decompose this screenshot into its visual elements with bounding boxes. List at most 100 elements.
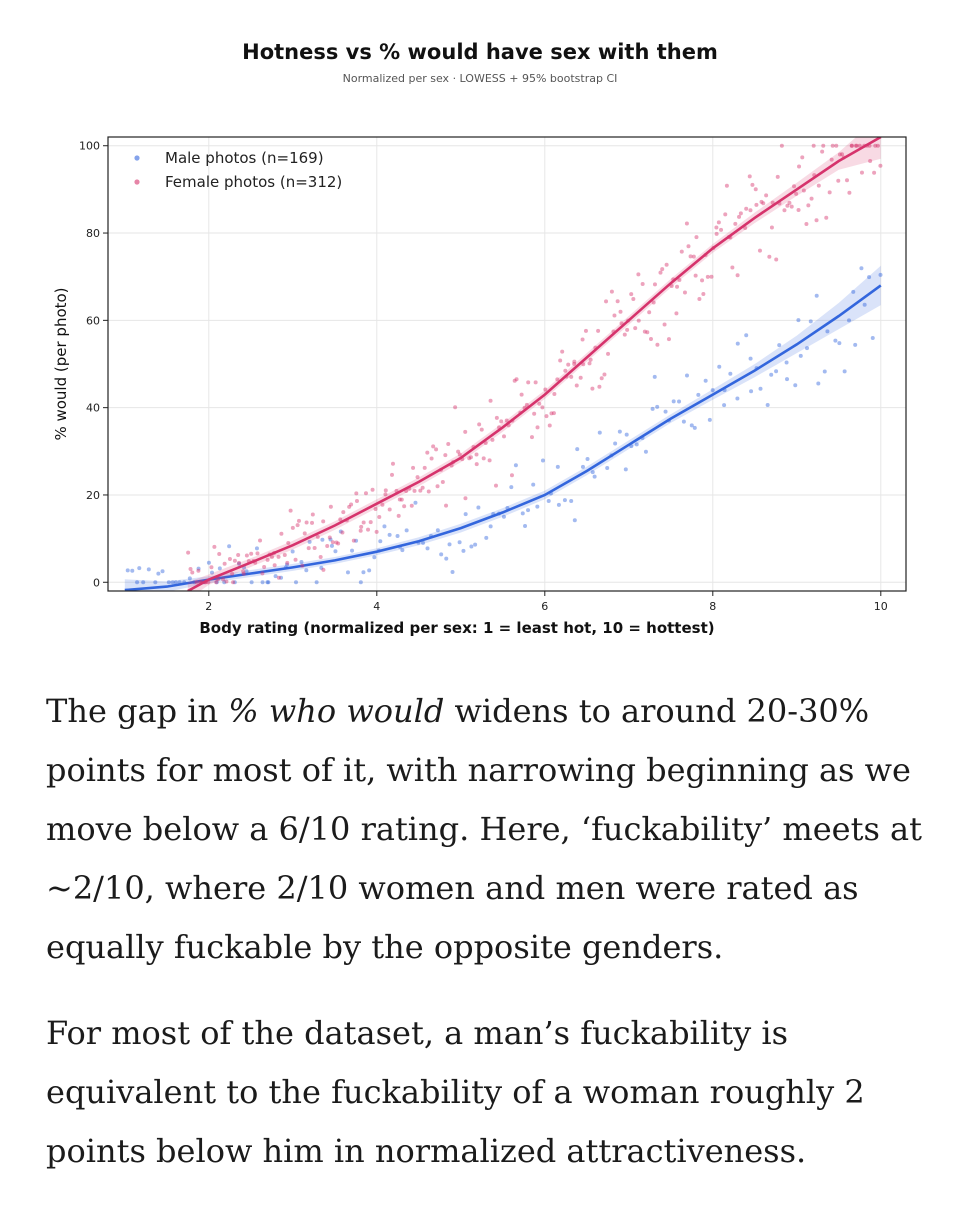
female-point — [547, 423, 552, 428]
female-point — [468, 455, 473, 460]
y-tick-label: 20 — [86, 489, 100, 502]
male-point — [623, 467, 628, 472]
female-point — [563, 368, 568, 373]
female-point — [358, 528, 363, 533]
male-point — [214, 580, 219, 585]
female-point — [543, 387, 548, 392]
x-tick-label: 4 — [373, 600, 380, 613]
male-point — [125, 568, 130, 573]
female-point — [705, 274, 710, 279]
x-tick-label: 2 — [205, 600, 212, 613]
female-point — [849, 143, 854, 148]
male-point — [634, 442, 639, 447]
paragraph-1-emphasis: % who would — [228, 692, 445, 730]
male-point — [805, 346, 810, 351]
male-point — [650, 406, 655, 411]
female-point — [785, 203, 790, 208]
female-point — [796, 207, 801, 212]
female-point — [212, 544, 217, 549]
female-point — [209, 565, 214, 570]
male-point — [141, 580, 146, 585]
female-point — [429, 456, 434, 461]
female-point — [216, 577, 221, 582]
legend-marker — [134, 179, 140, 185]
female-point — [782, 208, 787, 213]
male-point — [847, 318, 852, 323]
male-point — [613, 441, 618, 446]
male-point — [777, 343, 782, 348]
male-point — [450, 570, 455, 575]
x-axis-label: Body rating (normalized per sex: 1 = lea… — [199, 619, 714, 637]
legend-label: Female photos (n=312) — [165, 173, 342, 191]
female-point — [434, 447, 439, 452]
female-point — [738, 211, 743, 216]
female-point — [306, 546, 311, 551]
female-point — [420, 485, 425, 490]
male-point — [328, 537, 333, 542]
female-point — [811, 143, 816, 148]
female-lowess-line — [187, 137, 882, 591]
male-point — [137, 566, 142, 571]
female-point — [675, 284, 680, 289]
female-point — [804, 221, 809, 226]
male-point — [531, 482, 536, 487]
male-point — [728, 371, 733, 376]
female-point — [336, 541, 341, 546]
female-point — [775, 174, 780, 179]
female-point — [724, 183, 729, 188]
male-point — [299, 560, 304, 565]
male-point — [870, 335, 875, 340]
male-point — [473, 542, 478, 547]
female-point — [399, 497, 404, 502]
female-point — [312, 546, 317, 551]
female-point — [767, 254, 772, 259]
y-tick-label: 0 — [93, 576, 100, 589]
female-point — [801, 188, 806, 193]
male-point — [320, 537, 325, 542]
female-point — [269, 554, 274, 559]
male-point — [222, 580, 227, 585]
female-point — [636, 272, 641, 277]
male-point — [266, 580, 271, 585]
male-point — [617, 429, 622, 434]
female-point — [694, 235, 699, 240]
female-point — [412, 488, 417, 493]
male-point — [170, 580, 175, 585]
female-point — [666, 337, 671, 342]
male-point — [513, 463, 518, 468]
article-body: The gap in % who would widens to around … — [46, 682, 926, 1208]
female-point — [794, 191, 799, 196]
female-point — [583, 328, 588, 333]
male-point — [605, 466, 610, 471]
female-point — [276, 575, 281, 580]
female-point — [431, 444, 436, 449]
female-point — [647, 310, 652, 315]
female-point — [701, 292, 706, 297]
female-point — [761, 201, 766, 206]
male-point — [796, 318, 801, 323]
female-point — [857, 143, 862, 148]
male-point — [569, 498, 574, 503]
male-point — [307, 539, 312, 544]
female-point — [834, 143, 839, 148]
female-point — [502, 434, 507, 439]
female-point — [265, 557, 270, 562]
male-point — [735, 341, 740, 346]
male-point — [825, 329, 830, 334]
female-point — [230, 571, 235, 576]
male-point — [523, 523, 528, 528]
female-point — [873, 143, 878, 148]
female-point — [321, 519, 326, 524]
male-point — [333, 549, 338, 554]
female-point — [186, 550, 191, 555]
female-ci-band — [187, 137, 881, 591]
female-point — [735, 273, 740, 278]
female-point — [686, 244, 691, 249]
female-point — [244, 553, 249, 558]
chart-subtitle: Normalized per sex · LOWESS + 95% bootst… — [342, 72, 618, 85]
female-point — [373, 506, 378, 511]
female-point — [285, 560, 290, 565]
female-point — [327, 535, 332, 540]
female-point — [463, 429, 468, 434]
female-point — [262, 564, 267, 569]
